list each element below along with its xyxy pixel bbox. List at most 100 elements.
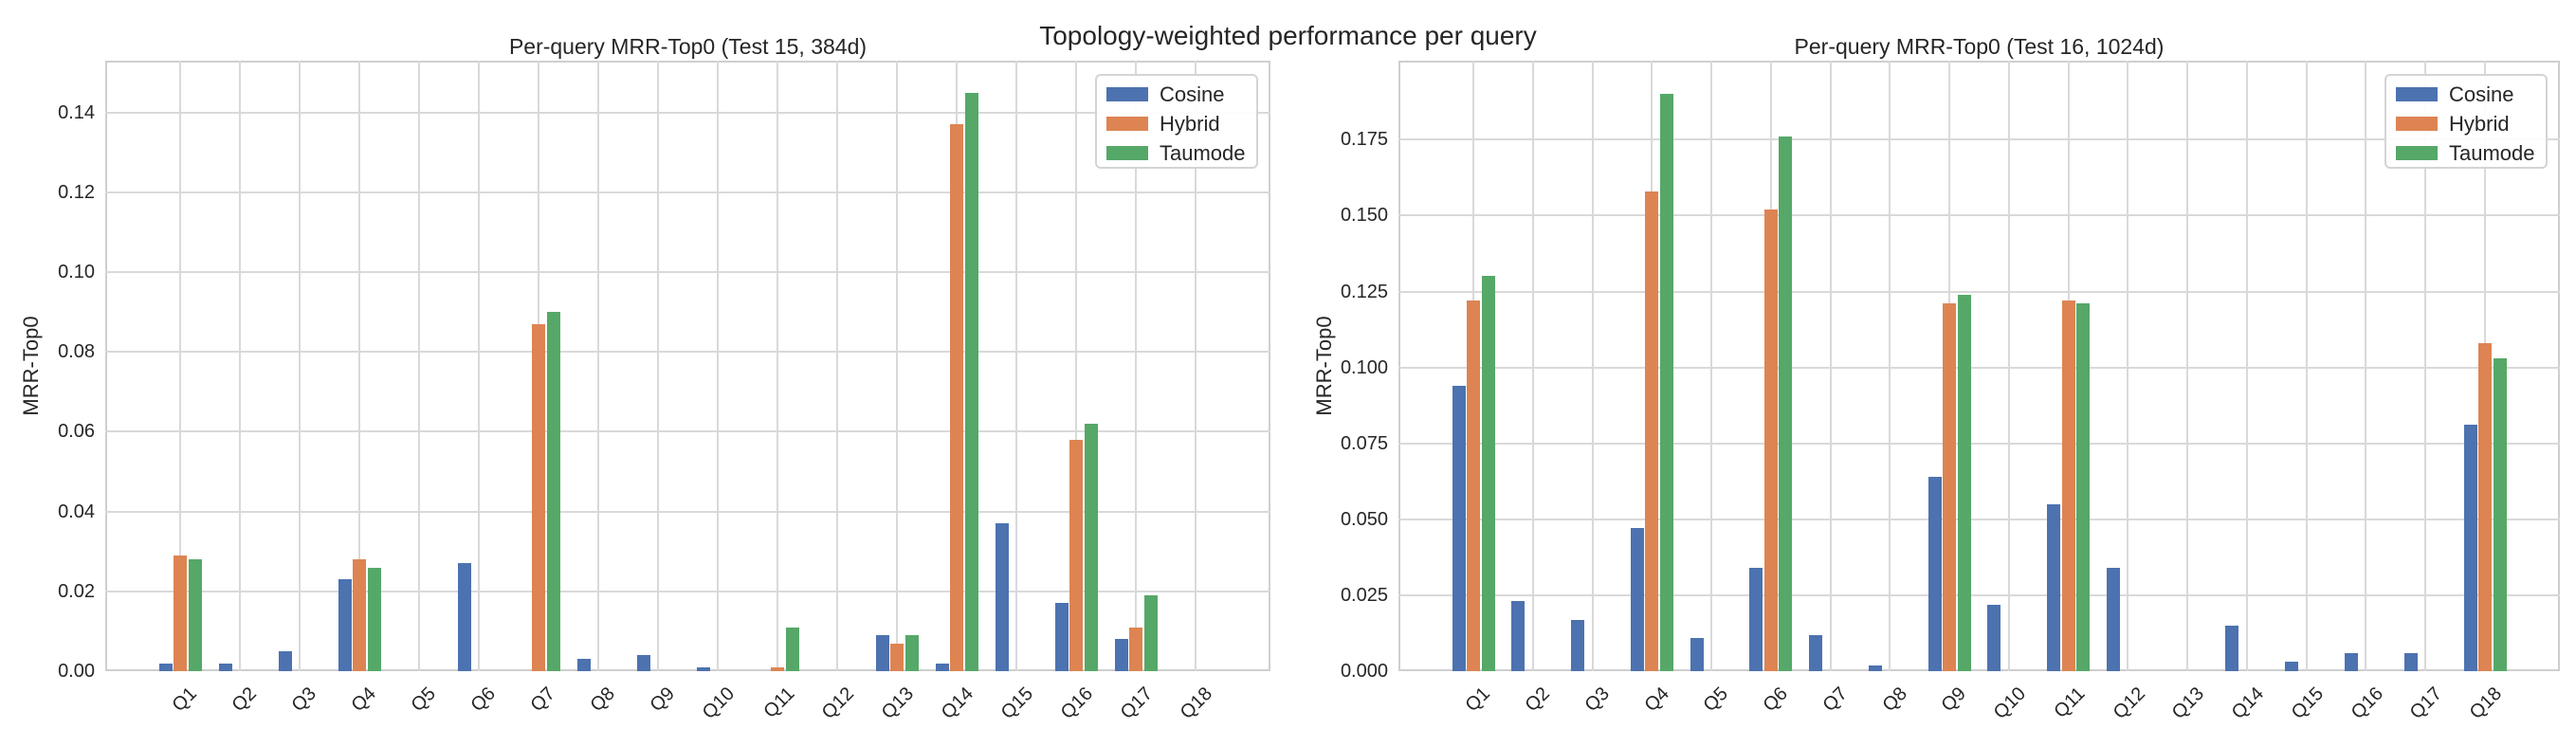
gridline-horizontal bbox=[105, 111, 1270, 114]
left-subplot: Per-query MRR-Top0 (Test 15, 384d) 0.00 0.… bbox=[19, 34, 1270, 723]
x-tick-label: Q12 bbox=[2109, 683, 2149, 724]
bar-hybrid-q16 bbox=[1069, 439, 1083, 671]
x-tick-label: Q3 bbox=[287, 683, 321, 717]
legend-swatch-taumode bbox=[1106, 146, 1148, 160]
bar-cosine-q16 bbox=[1054, 603, 1069, 671]
gridline-horizontal bbox=[1398, 366, 2560, 369]
x-tick-label: Q5 bbox=[1699, 683, 1733, 717]
bar-cosine-q16 bbox=[2344, 652, 2358, 671]
bar-cosine-q4 bbox=[1630, 528, 1644, 671]
legend-box: Cosine Hybrid Taumode bbox=[1095, 74, 1258, 169]
gridline-vertical bbox=[896, 61, 898, 671]
gridline-vertical bbox=[299, 61, 301, 671]
x-tick-label: Q10 bbox=[1989, 683, 2031, 724]
bar-hybrid-q18 bbox=[2478, 342, 2492, 671]
subplot-title: Per-query MRR-Top0 (Test 16, 1024d) bbox=[1794, 34, 2165, 59]
y-tick-label: 0.12 bbox=[58, 181, 95, 203]
bar-hybrid-q13 bbox=[890, 643, 904, 671]
x-tick-label: Q6 bbox=[466, 683, 501, 717]
gridline-vertical bbox=[597, 61, 599, 671]
gridline-horizontal bbox=[1398, 518, 2560, 520]
x-tick-label: Q1 bbox=[1461, 683, 1495, 717]
x-tick-label: Q5 bbox=[407, 683, 441, 717]
gridline-vertical bbox=[1889, 61, 1891, 671]
bar-cosine-q7 bbox=[1809, 634, 1823, 671]
gridline-vertical bbox=[836, 61, 838, 671]
gridline-vertical bbox=[1015, 61, 1017, 671]
bar-hybrid-q4 bbox=[1645, 191, 1659, 671]
bar-taumode-q11 bbox=[2076, 303, 2091, 671]
gridline-vertical bbox=[776, 61, 778, 671]
gridline-vertical bbox=[1710, 61, 1713, 671]
y-tick-label: 0.050 bbox=[1340, 508, 1388, 530]
y-tick-label: 0.00 bbox=[58, 661, 95, 682]
y-tick-label: 0.14 bbox=[58, 101, 95, 123]
bar-hybrid-q11 bbox=[771, 666, 784, 671]
y-axis-label: MRR-Top0 bbox=[19, 316, 43, 416]
gridline-horizontal bbox=[105, 590, 1270, 592]
x-tick-label: Q13 bbox=[2168, 683, 2209, 724]
x-tick-label: Q11 bbox=[2050, 683, 2090, 722]
x-tick-label: Q18 bbox=[1176, 683, 1217, 724]
gridline-vertical bbox=[358, 61, 360, 671]
bar-cosine-q9 bbox=[636, 655, 650, 671]
x-tick-label: Q11 bbox=[759, 683, 799, 722]
bar-cosine-q4 bbox=[338, 579, 352, 671]
x-tick-label: Q4 bbox=[347, 683, 381, 717]
bar-hybrid-q1 bbox=[1467, 301, 1480, 671]
x-tick-label: Q3 bbox=[1580, 683, 1614, 717]
x-tick-label: Q2 bbox=[228, 683, 262, 717]
bar-cosine-q6 bbox=[457, 563, 471, 671]
bar-cosine-q12 bbox=[2106, 568, 2120, 671]
gridline-vertical bbox=[2365, 61, 2367, 671]
bar-cosine-q6 bbox=[1749, 568, 1763, 671]
bar-cosine-q13 bbox=[875, 635, 889, 671]
gridline-vertical bbox=[1829, 61, 1832, 671]
gridline-vertical bbox=[1591, 61, 1594, 671]
bar-taumode-q11 bbox=[785, 627, 799, 671]
bar-hybrid-q7 bbox=[532, 323, 545, 671]
gridline-vertical bbox=[2007, 61, 2010, 671]
legend-swatch-cosine bbox=[1106, 87, 1148, 101]
bar-taumode-q4 bbox=[1659, 94, 1673, 671]
gridline-horizontal bbox=[105, 191, 1270, 193]
legend-swatch-hybrid bbox=[1106, 117, 1148, 131]
gridline-horizontal bbox=[105, 271, 1270, 274]
x-tick-label: Q1 bbox=[168, 683, 202, 717]
bar-cosine-q3 bbox=[1571, 619, 1585, 671]
legend-swatch-taumode bbox=[2396, 146, 2438, 160]
x-tick-label: Q17 bbox=[1116, 683, 1158, 724]
bar-taumode-q13 bbox=[904, 635, 919, 671]
y-tick-label: 0.02 bbox=[58, 580, 95, 602]
bar-cosine-q14 bbox=[935, 663, 949, 671]
gridline-horizontal bbox=[1398, 138, 2560, 141]
x-tick-label: Q2 bbox=[1521, 683, 1555, 717]
x-tick-label: Q7 bbox=[526, 683, 560, 717]
x-tick-label: Q9 bbox=[1937, 683, 1971, 717]
y-tick-label: 0.025 bbox=[1340, 584, 1388, 606]
y-tick-label: 0.04 bbox=[58, 501, 95, 522]
gridline-vertical bbox=[657, 61, 659, 671]
bar-cosine-q8 bbox=[1868, 665, 1882, 671]
gridline-vertical bbox=[179, 61, 181, 671]
bar-taumode-q1 bbox=[188, 559, 202, 671]
y-tick-label: 0.100 bbox=[1340, 356, 1388, 378]
x-tick-label: Q14 bbox=[2227, 683, 2269, 724]
bar-taumode-q17 bbox=[1143, 595, 1158, 671]
x-tick-label: Q4 bbox=[1640, 683, 1673, 717]
gridline-horizontal bbox=[1398, 290, 2560, 293]
legend-label-hybrid: Hybrid bbox=[1160, 112, 1220, 136]
bar-cosine-q3 bbox=[278, 650, 292, 671]
bar-cosine-q5 bbox=[1690, 637, 1704, 671]
bar-hybrid-q9 bbox=[1943, 303, 1957, 671]
y-tick-label: 0.150 bbox=[1340, 205, 1388, 227]
subplot-title: Per-query MRR-Top0 (Test 15, 384d) bbox=[508, 34, 868, 59]
bar-hybrid-q4 bbox=[353, 559, 366, 671]
x-tick-label: Q16 bbox=[2347, 683, 2387, 724]
y-tick-label: 0.125 bbox=[1340, 281, 1388, 302]
x-tick-label: Q15 bbox=[2287, 683, 2328, 724]
bar-taumode-q16 bbox=[1084, 424, 1098, 671]
legend-swatch-cosine bbox=[2396, 87, 2438, 101]
gridline-horizontal bbox=[1398, 593, 2560, 596]
bar-taumode-q14 bbox=[964, 92, 978, 671]
